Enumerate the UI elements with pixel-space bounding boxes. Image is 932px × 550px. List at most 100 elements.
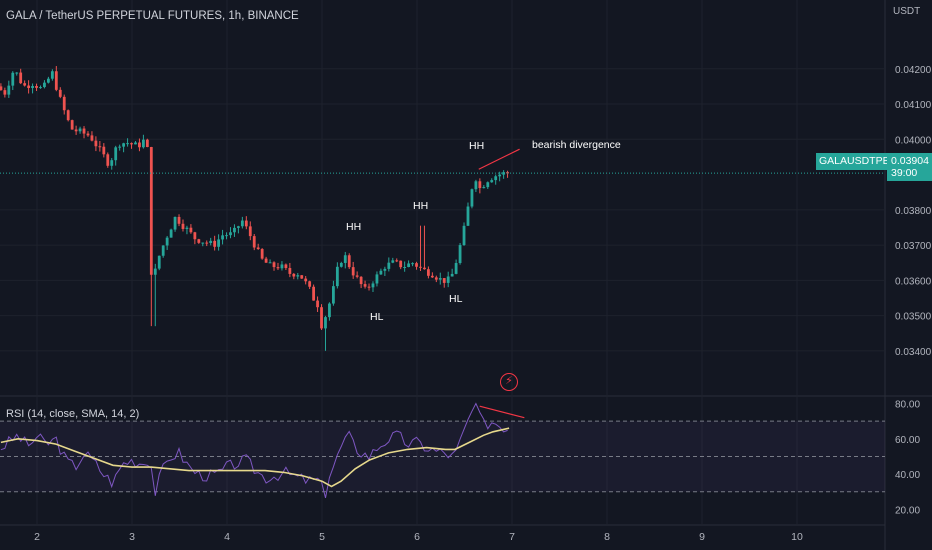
candle-body (300, 275, 304, 279)
rsi-pane (0, 402, 885, 499)
x-tick-label: 6 (414, 531, 420, 543)
candle-body (268, 262, 272, 264)
x-tick-label: 3 (129, 531, 135, 543)
candle-body (35, 86, 38, 88)
flash-icon[interactable]: ⚡ (500, 373, 518, 391)
candle-body (94, 140, 98, 147)
candle-body (407, 263, 411, 268)
candle-body (47, 78, 50, 83)
y-tick-label: 0.04200 (895, 65, 932, 76)
rsi-y-tick-label: 20.00 (895, 505, 920, 516)
candle-body (39, 87, 42, 89)
candle-body (486, 182, 490, 188)
candle-body (217, 239, 221, 247)
rsi-y-tick-label: 80.00 (895, 400, 920, 411)
candle-body (359, 276, 363, 285)
rsi-divergence-line (479, 405, 525, 419)
candle-body (19, 72, 23, 84)
candle-body (466, 206, 470, 226)
candle-body (308, 281, 312, 287)
candle-body (494, 176, 498, 181)
candle-body (149, 147, 153, 275)
candle-body (11, 72, 15, 86)
candle-body (122, 143, 126, 147)
candle-body (395, 260, 399, 262)
candle-body (169, 229, 173, 238)
hh-label-3: HH (469, 140, 485, 152)
candle-body (474, 181, 478, 190)
candle-body (23, 83, 27, 86)
candle-body (320, 307, 323, 329)
rsi-indicator-label[interactable]: RSI (14, close, SMA, 14, 2) (6, 408, 140, 420)
candle-body (260, 249, 264, 259)
candle-body (114, 147, 118, 161)
y-tick-label: 0.04000 (895, 135, 932, 146)
axis-labels: 2 3 4 5 6 7 8 9 10 0.04200 0.04100 0.04000 0.03800 0.… (34, 65, 932, 543)
candle-body (240, 220, 244, 227)
x-tick-label: 5 (319, 531, 325, 543)
candle-body (399, 260, 403, 268)
candle-body (82, 128, 86, 134)
candle-body (339, 262, 343, 267)
price-divergence-line (478, 148, 520, 170)
y-tick-label: 0.03700 (895, 241, 932, 252)
candle-body (284, 264, 288, 269)
candle-body (280, 264, 284, 269)
candle-body (363, 284, 367, 287)
x-tick-label: 9 (699, 531, 705, 543)
candle-body (316, 300, 319, 308)
candle-body (419, 266, 422, 268)
candle-body (54, 71, 58, 90)
candle-body (462, 225, 466, 246)
candle-body (343, 255, 347, 263)
candle-body (181, 223, 185, 229)
candle-body (264, 258, 268, 263)
candle-body (375, 274, 379, 284)
y-tick-label: 0.03400 (895, 347, 932, 358)
candle-body (130, 143, 133, 145)
candle-body (62, 96, 66, 111)
candle-body (335, 266, 339, 287)
candle-body (142, 139, 145, 148)
candle-body (292, 273, 296, 277)
candle-body (237, 226, 240, 228)
x-tick-label: 4 (224, 531, 230, 543)
candle-body (153, 268, 157, 275)
candle-body (50, 71, 54, 79)
candle-body (446, 276, 450, 283)
candle-body (185, 227, 189, 229)
candle-body (7, 85, 11, 95)
candle-body (27, 85, 31, 89)
candle-body (272, 262, 276, 268)
hh-label-1: HH (346, 221, 362, 233)
candle-body (430, 275, 434, 278)
candle-body (438, 278, 442, 280)
candle-body (434, 277, 438, 280)
last-price-value: 0.03904 (891, 155, 929, 167)
candle-body (31, 86, 34, 89)
x-tick-label: 8 (604, 531, 610, 543)
candle-body (138, 142, 141, 148)
candle-body (502, 172, 506, 175)
candle-body (355, 275, 359, 277)
candle-body (0, 86, 3, 91)
candle-body (391, 260, 395, 263)
candle-body (98, 146, 102, 148)
last-price-tag: 0.03904 39:00 (887, 153, 932, 181)
candle-body (233, 227, 236, 233)
candle-body (498, 174, 502, 177)
candle-body (490, 180, 494, 183)
candle-body (383, 268, 387, 271)
hl-label-1: HL (370, 311, 384, 323)
candle-body (244, 220, 248, 227)
candle-body (106, 154, 110, 166)
candle-body (296, 275, 300, 277)
y-tick-label: 0.04100 (895, 100, 932, 111)
candle-body (209, 240, 213, 244)
candle-body (229, 232, 232, 236)
candle-body (454, 263, 458, 274)
y-tick-label: 0.03800 (895, 206, 932, 217)
candlestick-series (0, 66, 509, 351)
candle-body (415, 263, 418, 267)
